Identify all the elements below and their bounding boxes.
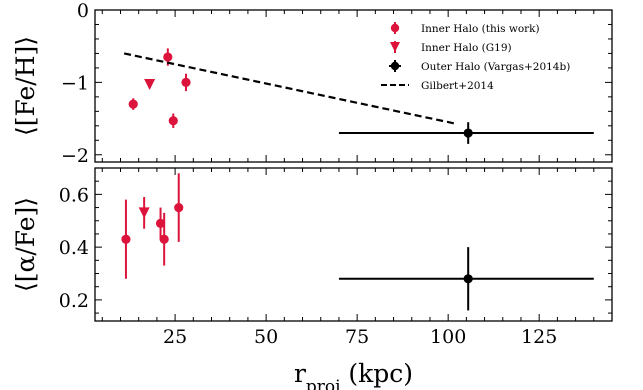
y-axis-label: ⟨[Fe/H]⟩ xyxy=(11,36,40,136)
data-point xyxy=(155,218,166,228)
data-point xyxy=(168,116,178,126)
gilbert-trend-line xyxy=(123,52,456,125)
data-point xyxy=(463,128,473,138)
x-axis-title: rproj (kpc) xyxy=(294,359,413,390)
y-tick-label: 0.6 xyxy=(59,184,89,206)
legend-marker xyxy=(390,23,400,33)
legend-label: Outer Halo (Vargas+2014b) xyxy=(421,61,570,73)
x-tick-label: 25 xyxy=(163,326,187,348)
plot-frame xyxy=(94,9,613,163)
legend-label: Gilbert+2014 xyxy=(421,80,494,92)
y-tick-label: −2 xyxy=(61,145,89,167)
x-tick-label: 125 xyxy=(521,326,557,348)
plot-frame xyxy=(94,167,613,322)
x-axis-label: rproj (kpc) xyxy=(294,359,413,390)
panel-feh: 0 −1 −2 ⟨[Fe/H]⟩ xyxy=(11,0,613,167)
data-point xyxy=(159,234,169,244)
data-point xyxy=(463,274,473,284)
data-point xyxy=(181,77,191,87)
data-point xyxy=(138,207,150,219)
data-point xyxy=(174,202,184,213)
x-tick-label: 50 xyxy=(254,326,278,348)
y-tick-label: 0 xyxy=(77,0,89,22)
data-point xyxy=(128,99,138,109)
legend-label: Inner Halo (G19) xyxy=(421,42,512,54)
legend-marker xyxy=(390,61,400,71)
legend-label: Inner Halo (this work) xyxy=(421,23,540,35)
x-tick-label: 100 xyxy=(430,326,466,348)
y-axis-label: ⟨[α/Fe]⟩ xyxy=(11,197,40,292)
legend: Inner Halo (this work) Inner Halo (G19) Ou… xyxy=(381,22,570,92)
data-point xyxy=(163,52,173,62)
data-point xyxy=(144,79,156,91)
panel-alphafe: 25 50 75 100 125 0.2 0.4 0.6 ⟨[α/Fe]⟩ xyxy=(11,167,613,348)
legend-marker xyxy=(390,42,400,52)
x-tick-label: 75 xyxy=(345,326,369,348)
data-point xyxy=(121,234,131,244)
y-tick-label: 0.2 xyxy=(59,290,89,312)
y-tick-label: −1 xyxy=(61,72,89,94)
y-tick-label: 0.4 xyxy=(59,237,89,259)
